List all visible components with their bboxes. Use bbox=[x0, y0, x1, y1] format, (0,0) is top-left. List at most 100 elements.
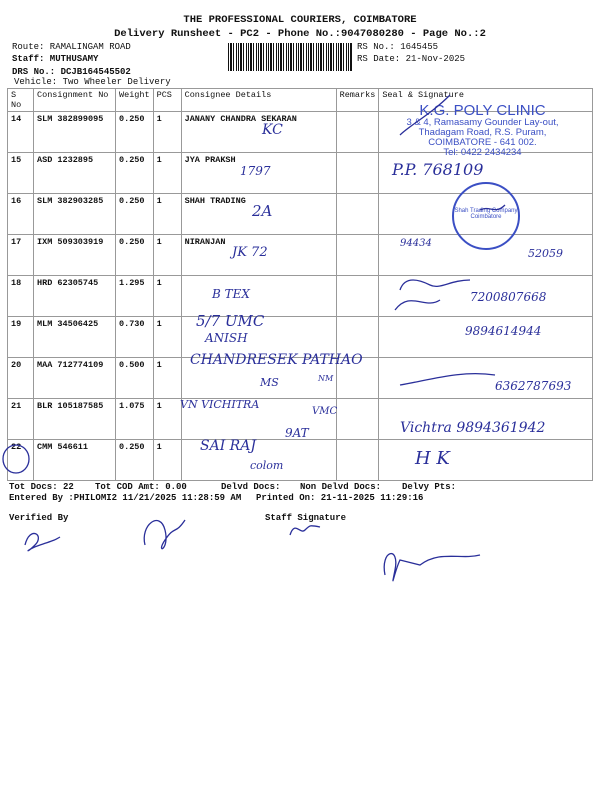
table-row: 22 CMM 546611 0.250 1 bbox=[7, 439, 593, 481]
total-cod-amount: Tot COD Amt: 0.00 bbox=[95, 482, 187, 492]
verified-by-label: Verified By bbox=[9, 513, 69, 523]
verified-signature-2 bbox=[143, 519, 186, 550]
stamp-line: 3 & 4, Ramasamy Gounder Lay-out, bbox=[406, 117, 559, 128]
cell-remarks bbox=[335, 398, 380, 440]
route: Route: RAMALINGAM ROAD bbox=[12, 42, 131, 52]
drs-number: DRS No.: DCJB164545502 bbox=[12, 67, 131, 77]
handwriting: 2A bbox=[252, 202, 273, 220]
clinic-stamp: K.G. POLY CLINIC 3 & 4, Ramasamy Gounder… bbox=[380, 103, 585, 158]
cell-consignment: MLM 34506425 bbox=[33, 316, 116, 358]
cell-sno: 14 bbox=[7, 111, 34, 153]
staff-signature-2 bbox=[383, 552, 481, 582]
cell-remarks bbox=[335, 111, 380, 153]
stamp-line: Thadagam Road, R.S. Puram, bbox=[418, 127, 547, 138]
handwriting: MS bbox=[260, 376, 279, 389]
stamp-line: Tel: 0422 2434234 bbox=[443, 147, 522, 158]
signature-stroke bbox=[399, 279, 471, 291]
cell-sno: 15 bbox=[7, 152, 34, 194]
cell-weight: 0.250 bbox=[115, 111, 154, 153]
staff-signature bbox=[289, 525, 321, 536]
cell-sno: 19 bbox=[7, 316, 34, 358]
handwriting: VMC bbox=[312, 406, 338, 417]
cell-sno: 20 bbox=[7, 357, 34, 399]
cell-pcs: 1 bbox=[152, 152, 182, 194]
delivery-points: Delvy Pts: bbox=[402, 482, 457, 492]
cell-consignment: MAA 712774109 bbox=[33, 357, 116, 399]
handwriting: NM bbox=[318, 374, 334, 383]
cell-consignee: JYA PRAKSH bbox=[180, 152, 337, 194]
handwriting: VN VICHITRA bbox=[180, 398, 260, 411]
cell-consignment: ASD 1232895 bbox=[33, 152, 116, 194]
staff: Staff: MUTHUSAMY bbox=[12, 54, 99, 64]
cell-pcs: 1 bbox=[152, 357, 182, 399]
cell-weight: 0.250 bbox=[115, 193, 154, 235]
handwriting: colom bbox=[250, 459, 284, 472]
handwriting: JK 72 bbox=[232, 245, 268, 260]
handwriting: B TEX bbox=[212, 287, 250, 301]
col-sno: S No bbox=[7, 88, 34, 112]
handwriting: 1797 bbox=[240, 164, 271, 178]
handwriting: CHANDRESEK PATHAO bbox=[190, 352, 363, 368]
table-row: 20 MAA 712774109 0.500 1 bbox=[7, 357, 593, 399]
handwriting: KC bbox=[262, 122, 283, 138]
company-seal: Shah Trading Company Coimbatore bbox=[452, 182, 520, 250]
runsheet-table: S No Consignment No Weight PCS Consignee… bbox=[7, 88, 593, 481]
handwriting: 9AT bbox=[285, 426, 309, 440]
handwriting: 94434 bbox=[400, 238, 432, 249]
handwriting: 52059 bbox=[528, 247, 563, 260]
cell-sno: 16 bbox=[7, 193, 34, 235]
signature-stroke bbox=[479, 204, 506, 211]
cell-consignment: IXM 509303919 bbox=[33, 234, 116, 276]
col-weight: Weight bbox=[115, 88, 154, 112]
cell-weight: 0.250 bbox=[115, 439, 154, 481]
handwriting: Vichtra 9894361942 bbox=[400, 420, 546, 436]
cell-consignee bbox=[180, 398, 337, 440]
cell-consignment: HRD 62305745 bbox=[33, 275, 116, 317]
handwriting: SAI RAJ bbox=[200, 438, 256, 454]
stamp-signature bbox=[399, 94, 451, 136]
non-delivered-docs: Non Delvd Docs: bbox=[300, 482, 382, 492]
entered-by: Entered By :PHILOMI2 11/21/2025 11:28:59… bbox=[9, 493, 242, 503]
handwriting: H K bbox=[415, 448, 450, 469]
handwriting: 7200807668 bbox=[470, 290, 547, 304]
staff-signature-label: Staff Signature bbox=[265, 513, 347, 523]
cell-weight: 1.075 bbox=[115, 398, 154, 440]
signature-stroke bbox=[399, 372, 496, 386]
barcode bbox=[228, 43, 352, 71]
handwriting: 9894614944 bbox=[465, 324, 542, 338]
cell-seal bbox=[378, 439, 593, 481]
cell-consignee bbox=[180, 275, 337, 317]
handwriting: 6362787693 bbox=[495, 379, 572, 393]
stamp-line: COIMBATORE - 641 002. bbox=[428, 137, 537, 148]
handwriting: P.P. 768109 bbox=[392, 160, 484, 179]
signature-stroke bbox=[394, 299, 441, 311]
cell-weight: 1.295 bbox=[115, 275, 154, 317]
handwriting: 5/7 UMC bbox=[196, 312, 265, 330]
cell-consignee: SHAH TRADING bbox=[180, 193, 337, 235]
rs-date: RS Date: 21-Nov-2025 bbox=[357, 54, 466, 64]
cell-weight: 0.500 bbox=[115, 357, 154, 399]
col-consignee: Consignee Details bbox=[180, 88, 337, 112]
cell-sno: 18 bbox=[7, 275, 34, 317]
delivered-docs: Delvd Docs: bbox=[221, 482, 281, 492]
rs-number: RS No.: 1645455 bbox=[357, 42, 439, 52]
cell-sno: 21 bbox=[7, 398, 34, 440]
circle-mark bbox=[2, 444, 30, 474]
vehicle: Vehicle: Two Wheeler Delivery bbox=[14, 77, 171, 87]
printed-on: Printed On: 21-11-2025 11:29:16 bbox=[256, 493, 424, 503]
table-row: 21 BLR 105187585 1.075 1 bbox=[7, 398, 593, 440]
cell-consignee: NIRANJAN bbox=[180, 234, 337, 276]
col-seal-signature: Seal & Signature bbox=[378, 88, 593, 112]
cell-remarks bbox=[335, 275, 380, 317]
stamp-name: K.G. POLY CLINIC bbox=[419, 102, 546, 119]
cell-seal bbox=[378, 316, 593, 358]
seal-text: Shah Trading Company Coimbatore bbox=[454, 208, 518, 220]
handwriting: ANISH bbox=[205, 331, 248, 345]
cell-seal bbox=[378, 111, 593, 153]
company-title: THE PROFESSIONAL COURIERS, COIMBATORE bbox=[183, 14, 417, 26]
total-docs: Tot Docs: 22 bbox=[9, 482, 74, 492]
cell-consignee bbox=[180, 439, 337, 481]
cell-consignment: CMM 546611 bbox=[33, 439, 116, 481]
cell-consignee: JANANY CHANDRA SEKARAN bbox=[180, 111, 337, 153]
